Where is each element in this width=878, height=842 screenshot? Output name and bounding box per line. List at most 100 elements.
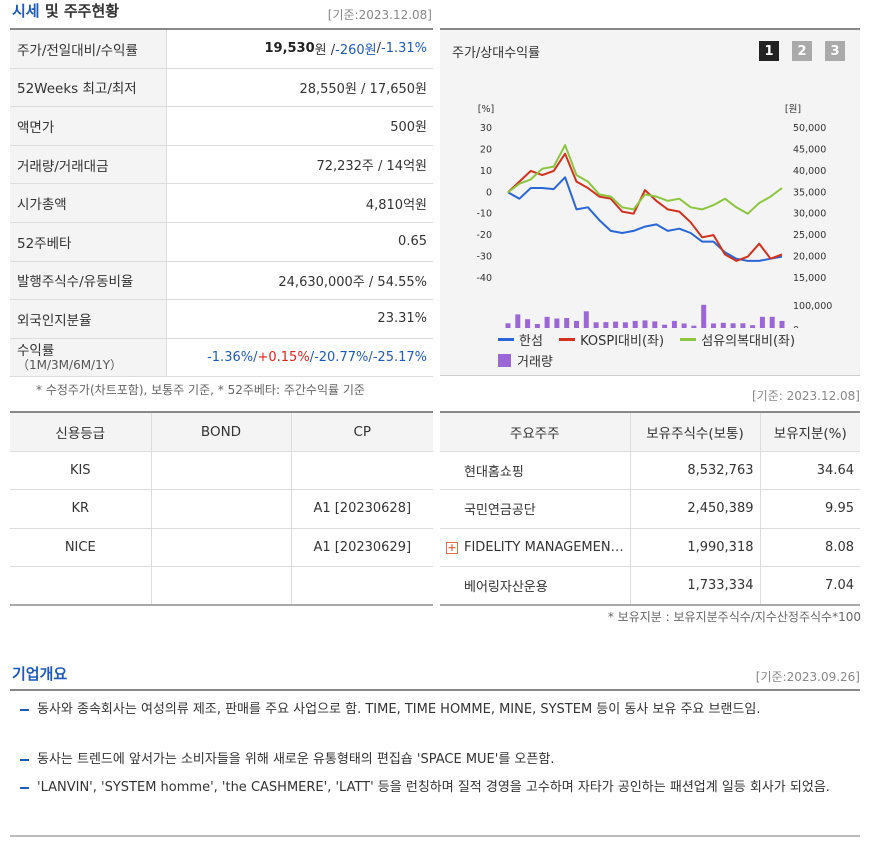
price-value: 23.31% xyxy=(377,311,427,327)
price-label: 거래량/거래대금 xyxy=(10,145,167,184)
price-footnote: * 수정주가(차트포함), 보통주 기준, * 52주베타: 주간수익률 기준 xyxy=(36,383,365,397)
price-label: 액면가 xyxy=(10,107,167,145)
volume-bar xyxy=(750,325,756,328)
price-value: 24,630,000주 / 54.55% xyxy=(278,274,427,290)
holders-date: [기준: 2023.12.08] xyxy=(751,389,860,403)
volume-bar xyxy=(691,325,697,328)
right-tick-label: 40,000 xyxy=(793,166,826,177)
volume-bar xyxy=(622,322,628,328)
volume-bar xyxy=(720,322,726,328)
chart-page-3-button[interactable]: 3 xyxy=(825,41,845,61)
volume-tick-label: 0 xyxy=(793,325,799,328)
credit-bond xyxy=(151,566,292,607)
chart-panel: 주가/상대수익률 1 2 3 [%] [원] 30 20 10 0 -10 -20 -30 -40… xyxy=(440,28,860,376)
table-row: KIS xyxy=(10,451,433,491)
holder-name-expandable: +FIDELITY MANAGEMENT & RESEARCH xyxy=(440,528,631,568)
credit-agency: NICE xyxy=(10,528,152,568)
legend-item: 거래량 xyxy=(498,351,553,370)
overview-item: 동사와 종속회사는 여성의류 제조, 판매를 주요 사업으로 함. TIME, … xyxy=(20,699,846,721)
price-value: 19,530 원 / -260원 / -1.31% xyxy=(264,41,427,59)
credit-header: CP xyxy=(291,412,433,452)
price-row: 52Weeks 최고/최저 28,550원 / 17,650원 xyxy=(10,68,433,108)
shareholders-table: 주요주주 보유주식수(보통) 보유지분(%) 현대홈쇼핑 8,532,763 3… xyxy=(440,411,860,607)
chart-page-1-button[interactable]: 1 xyxy=(759,41,779,61)
holder-pct: 8.08 xyxy=(760,528,860,568)
series-line xyxy=(507,152,783,262)
holder-name: 베어링자산운용 xyxy=(440,566,631,607)
price-value: 4,810억원 xyxy=(365,197,427,213)
volume-bar xyxy=(525,319,531,328)
holder-pct: 34.64 xyxy=(760,451,860,491)
price-row: 액면가 500원 xyxy=(10,107,433,146)
credit-header: 신용등급 xyxy=(10,412,152,452)
volume-bar xyxy=(681,323,687,328)
volume-bar xyxy=(711,323,716,328)
volume-bar xyxy=(505,323,511,328)
volume-bar xyxy=(632,320,638,328)
price-row: 거래량/거래대금 72,232주 / 14억원 xyxy=(10,145,433,185)
volume-bar xyxy=(583,311,589,328)
section-date: [기준:2023.12.08] xyxy=(327,8,432,22)
right-axis-unit: [원] xyxy=(785,104,801,115)
table-row: 현대홈쇼핑 8,532,763 34.64 xyxy=(440,451,860,491)
table-row: 베어링자산운용 1,733,334 7.04 xyxy=(440,566,860,607)
credit-agency xyxy=(10,566,152,607)
volume-bar xyxy=(662,324,668,328)
overview-box: 동사와 종속회사는 여성의류 제조, 판매를 주요 사업으로 함. TIME, … xyxy=(10,689,860,837)
price-value: 72,232주 / 14억원 xyxy=(316,159,427,175)
left-tick-label: -20 xyxy=(476,230,492,241)
volume-bar xyxy=(642,320,648,328)
credit-bond xyxy=(151,451,292,491)
series-line xyxy=(507,176,783,262)
volume-bar xyxy=(730,323,736,328)
right-tick-label: 50,000 xyxy=(793,123,826,134)
volume-bar xyxy=(515,314,521,328)
holders-header: 보유주식수(보통) xyxy=(630,412,761,452)
price-label: 시가총액 xyxy=(10,184,167,222)
credit-bond xyxy=(151,489,292,529)
holder-shares: 8,532,763 xyxy=(630,451,761,491)
volume-bar xyxy=(740,323,746,328)
volume-bar xyxy=(544,316,550,328)
price-label: 외국인지분율 xyxy=(10,300,167,338)
left-tick-label: -40 xyxy=(476,273,492,284)
table-row: KR A1 [20230628] xyxy=(10,489,433,529)
price-value: 28,550원 / 17,650원 xyxy=(299,81,427,97)
table-row: 국민연금공단 2,450,389 9.95 xyxy=(440,489,860,529)
overview-date: [기준:2023.09.26] xyxy=(755,670,860,684)
price-row: 발행주식수/유동비율 24,630,000주 / 54.55% xyxy=(10,261,433,301)
holders-footnote: * 보유지분 : 보유지분주식수/지수산정주식수*100 xyxy=(607,610,861,624)
left-tick-label: -30 xyxy=(476,252,492,263)
series-line xyxy=(507,144,783,215)
right-tick-label: 15,000 xyxy=(793,273,826,284)
volume-bar xyxy=(613,321,619,328)
price-row: 수익률 （1M/3M/6M/1Y） -1.36% / +0.15% / -20.77%… xyxy=(10,338,433,378)
left-tick-label: 0 xyxy=(486,187,492,198)
price-table: 주가/전일대비/수익률 19,530 원 / -260원 / -1.31% 52W… xyxy=(10,28,433,378)
holder-name: 현대홈쇼핑 xyxy=(440,451,631,491)
right-tick-label: 30,000 xyxy=(793,209,826,220)
section-title: 시세 및 주주현황 xyxy=(12,2,120,20)
credit-rating-table: 신용등급 BOND CP KIS KR A1 [20230628] NICE A… xyxy=(10,411,433,607)
credit-bond xyxy=(151,528,292,568)
table-row: NICE A1 [20230629] xyxy=(10,528,433,568)
credit-agency: KR xyxy=(10,489,152,529)
table-row: +FIDELITY MANAGEMENT & RESEARCH 1,990,31… xyxy=(440,528,860,568)
legend-item: 섬유의복대비(좌) xyxy=(680,330,795,349)
price-row: 시가총액 4,810억원 xyxy=(10,184,433,223)
credit-cp: A1 [20230629] xyxy=(291,528,433,568)
chart-page-2-button[interactable]: 2 xyxy=(792,41,812,61)
volume-bar xyxy=(603,322,609,328)
holder-name: 국민연금공단 xyxy=(440,489,631,529)
right-tick-label: 20,000 xyxy=(793,252,826,263)
holders-header: 보유지분(%) xyxy=(760,412,860,452)
credit-agency: KIS xyxy=(10,451,152,491)
expand-plus-icon[interactable]: + xyxy=(446,540,458,554)
right-tick-label: 45,000 xyxy=(793,144,826,155)
volume-bar xyxy=(564,318,570,328)
volume-bar xyxy=(593,322,599,328)
volume-bar xyxy=(554,318,560,328)
dash-bullet-icon xyxy=(20,709,29,711)
credit-header: BOND xyxy=(151,412,292,452)
price-row: 주가/전일대비/수익률 19,530 원 / -260원 / -1.31% xyxy=(10,30,433,69)
